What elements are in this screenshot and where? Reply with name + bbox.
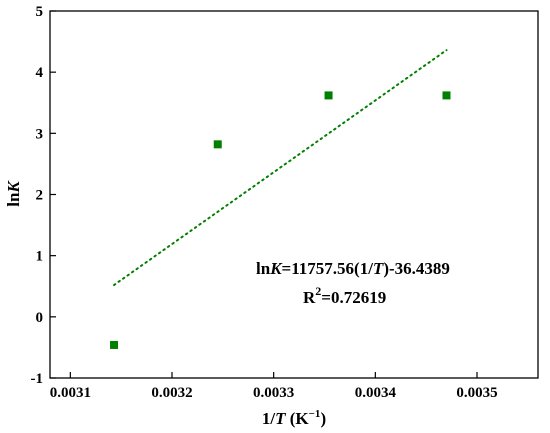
y-axis-title: lnK bbox=[4, 180, 23, 207]
r-squared: R2=0.72619 bbox=[303, 284, 386, 307]
y-tick-label: 1 bbox=[36, 249, 44, 265]
x-tick-label: 0.0032 bbox=[151, 385, 192, 401]
data-point bbox=[213, 140, 222, 149]
fit-equation: lnK=11757.56(1/T)-36.4389 bbox=[256, 259, 450, 278]
y-tick-label: 2 bbox=[36, 188, 44, 204]
fit-line bbox=[113, 49, 448, 287]
x-tick-label: 0.0035 bbox=[456, 385, 497, 401]
y-tick-label: 0 bbox=[36, 310, 44, 326]
data-point bbox=[442, 91, 451, 100]
y-tick-label: 3 bbox=[36, 126, 44, 142]
data-point bbox=[324, 91, 333, 100]
x-tick-label: 0.0031 bbox=[50, 385, 91, 401]
y-tick-label: 5 bbox=[36, 4, 44, 20]
x-axis-title: 1/T (K−1) bbox=[262, 408, 326, 428]
plot-frame bbox=[49, 10, 539, 379]
data-point bbox=[110, 340, 119, 349]
y-tick-label: -1 bbox=[31, 371, 44, 387]
x-tick-label: 0.0033 bbox=[253, 385, 294, 401]
x-tick-label: 0.0034 bbox=[355, 385, 397, 401]
y-tick-label: 4 bbox=[36, 65, 44, 81]
